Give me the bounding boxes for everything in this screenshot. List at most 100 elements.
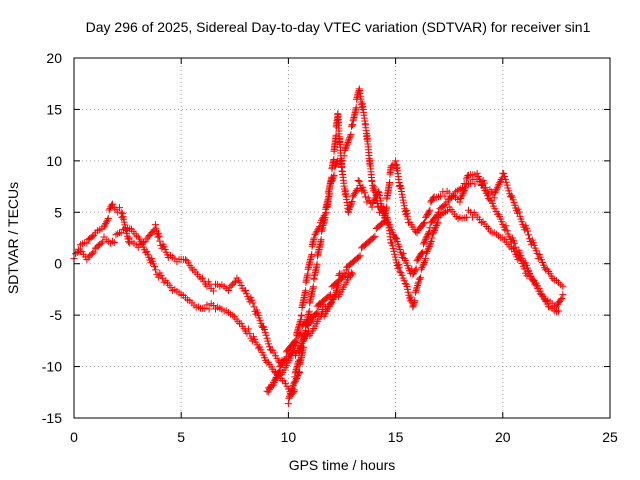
track-marker (271, 377, 279, 384)
track-marker (515, 208, 523, 216)
track-marker (400, 199, 408, 207)
track-marker (495, 180, 503, 188)
track-marker (102, 219, 110, 227)
data-point (109, 237, 117, 245)
track-marker (347, 201, 355, 209)
track-marker (101, 221, 109, 229)
track-marker (401, 280, 409, 287)
track-marker (261, 328, 269, 336)
track-marker (418, 264, 426, 271)
track-marker (321, 210, 329, 218)
track-marker (340, 272, 348, 280)
track-marker (421, 218, 428, 226)
track-marker (155, 229, 162, 237)
track-marker (332, 131, 340, 139)
data-point (520, 265, 528, 273)
track-marker (471, 180, 479, 188)
track-marker (419, 262, 427, 270)
track-marker (341, 145, 349, 153)
track-marker (420, 238, 428, 246)
data-point (559, 282, 567, 290)
track-marker (325, 292, 333, 300)
track-marker (90, 248, 98, 256)
data-point (559, 291, 567, 299)
data-point (355, 177, 363, 185)
track-marker (152, 224, 160, 232)
data-point (229, 311, 237, 319)
y-tick-label: -5 (50, 307, 63, 323)
track-marker (343, 142, 351, 150)
track-marker (500, 170, 508, 178)
track-marker (309, 283, 317, 291)
track-marker (411, 297, 419, 305)
data-point (74, 245, 82, 253)
track-marker (298, 312, 306, 320)
track-marker (557, 296, 565, 304)
track-marker (416, 275, 424, 283)
track-marker (432, 222, 440, 229)
track-marker (263, 334, 271, 342)
track-marker (346, 204, 354, 212)
data-point (510, 244, 517, 252)
track-marker (272, 375, 280, 383)
data-point (224, 287, 232, 294)
track-marker (502, 222, 510, 230)
track-marker (260, 326, 268, 333)
track-marker (114, 230, 122, 238)
data-point (100, 223, 108, 231)
track-marker (151, 263, 158, 271)
track-marker (347, 131, 355, 139)
track-marker (352, 187, 360, 194)
track-marker (205, 305, 213, 313)
track-marker (226, 283, 234, 291)
track-marker (262, 331, 270, 339)
track-marker (423, 232, 431, 240)
track-marker (426, 241, 434, 249)
track-marker (274, 370, 282, 378)
track-marker (370, 197, 378, 205)
track-marker (457, 193, 465, 201)
data-point (134, 243, 142, 251)
x-tick-label: 10 (281, 429, 297, 445)
track-marker (430, 228, 437, 236)
track-marker (345, 206, 353, 213)
track-marker (103, 216, 111, 224)
track-marker (431, 225, 439, 233)
track-marker (344, 139, 352, 146)
track-marker (265, 340, 273, 348)
track-marker (425, 208, 433, 216)
y-tick-label: 10 (46, 153, 62, 169)
track-marker (427, 198, 435, 206)
track-marker (430, 227, 438, 234)
track-marker (419, 248, 427, 256)
track-marker (371, 195, 379, 203)
track-marker (493, 185, 501, 193)
track-marker (346, 132, 354, 140)
data-point (477, 219, 485, 227)
track-marker (316, 223, 324, 231)
track-marker (427, 238, 435, 245)
track-marker (462, 213, 470, 221)
track-marker (295, 356, 303, 364)
track-marker (389, 242, 397, 250)
track-marker (344, 137, 352, 145)
track-marker (434, 218, 442, 226)
track-marker (420, 220, 427, 228)
track-marker (348, 198, 356, 205)
track-marker (524, 227, 532, 235)
data-point (503, 227, 511, 235)
track-marker (355, 253, 363, 261)
data-point (203, 301, 211, 309)
track-marker (441, 192, 449, 200)
track-marker (227, 282, 235, 290)
data-point (368, 177, 376, 185)
track-marker (398, 190, 406, 198)
track-marker (328, 173, 336, 181)
track-marker (310, 311, 318, 319)
track-marker (421, 237, 429, 245)
track-marker (462, 183, 470, 191)
track-marker (480, 179, 488, 187)
track-marker (432, 223, 440, 231)
data-point (392, 234, 400, 242)
track-marker (423, 212, 430, 220)
